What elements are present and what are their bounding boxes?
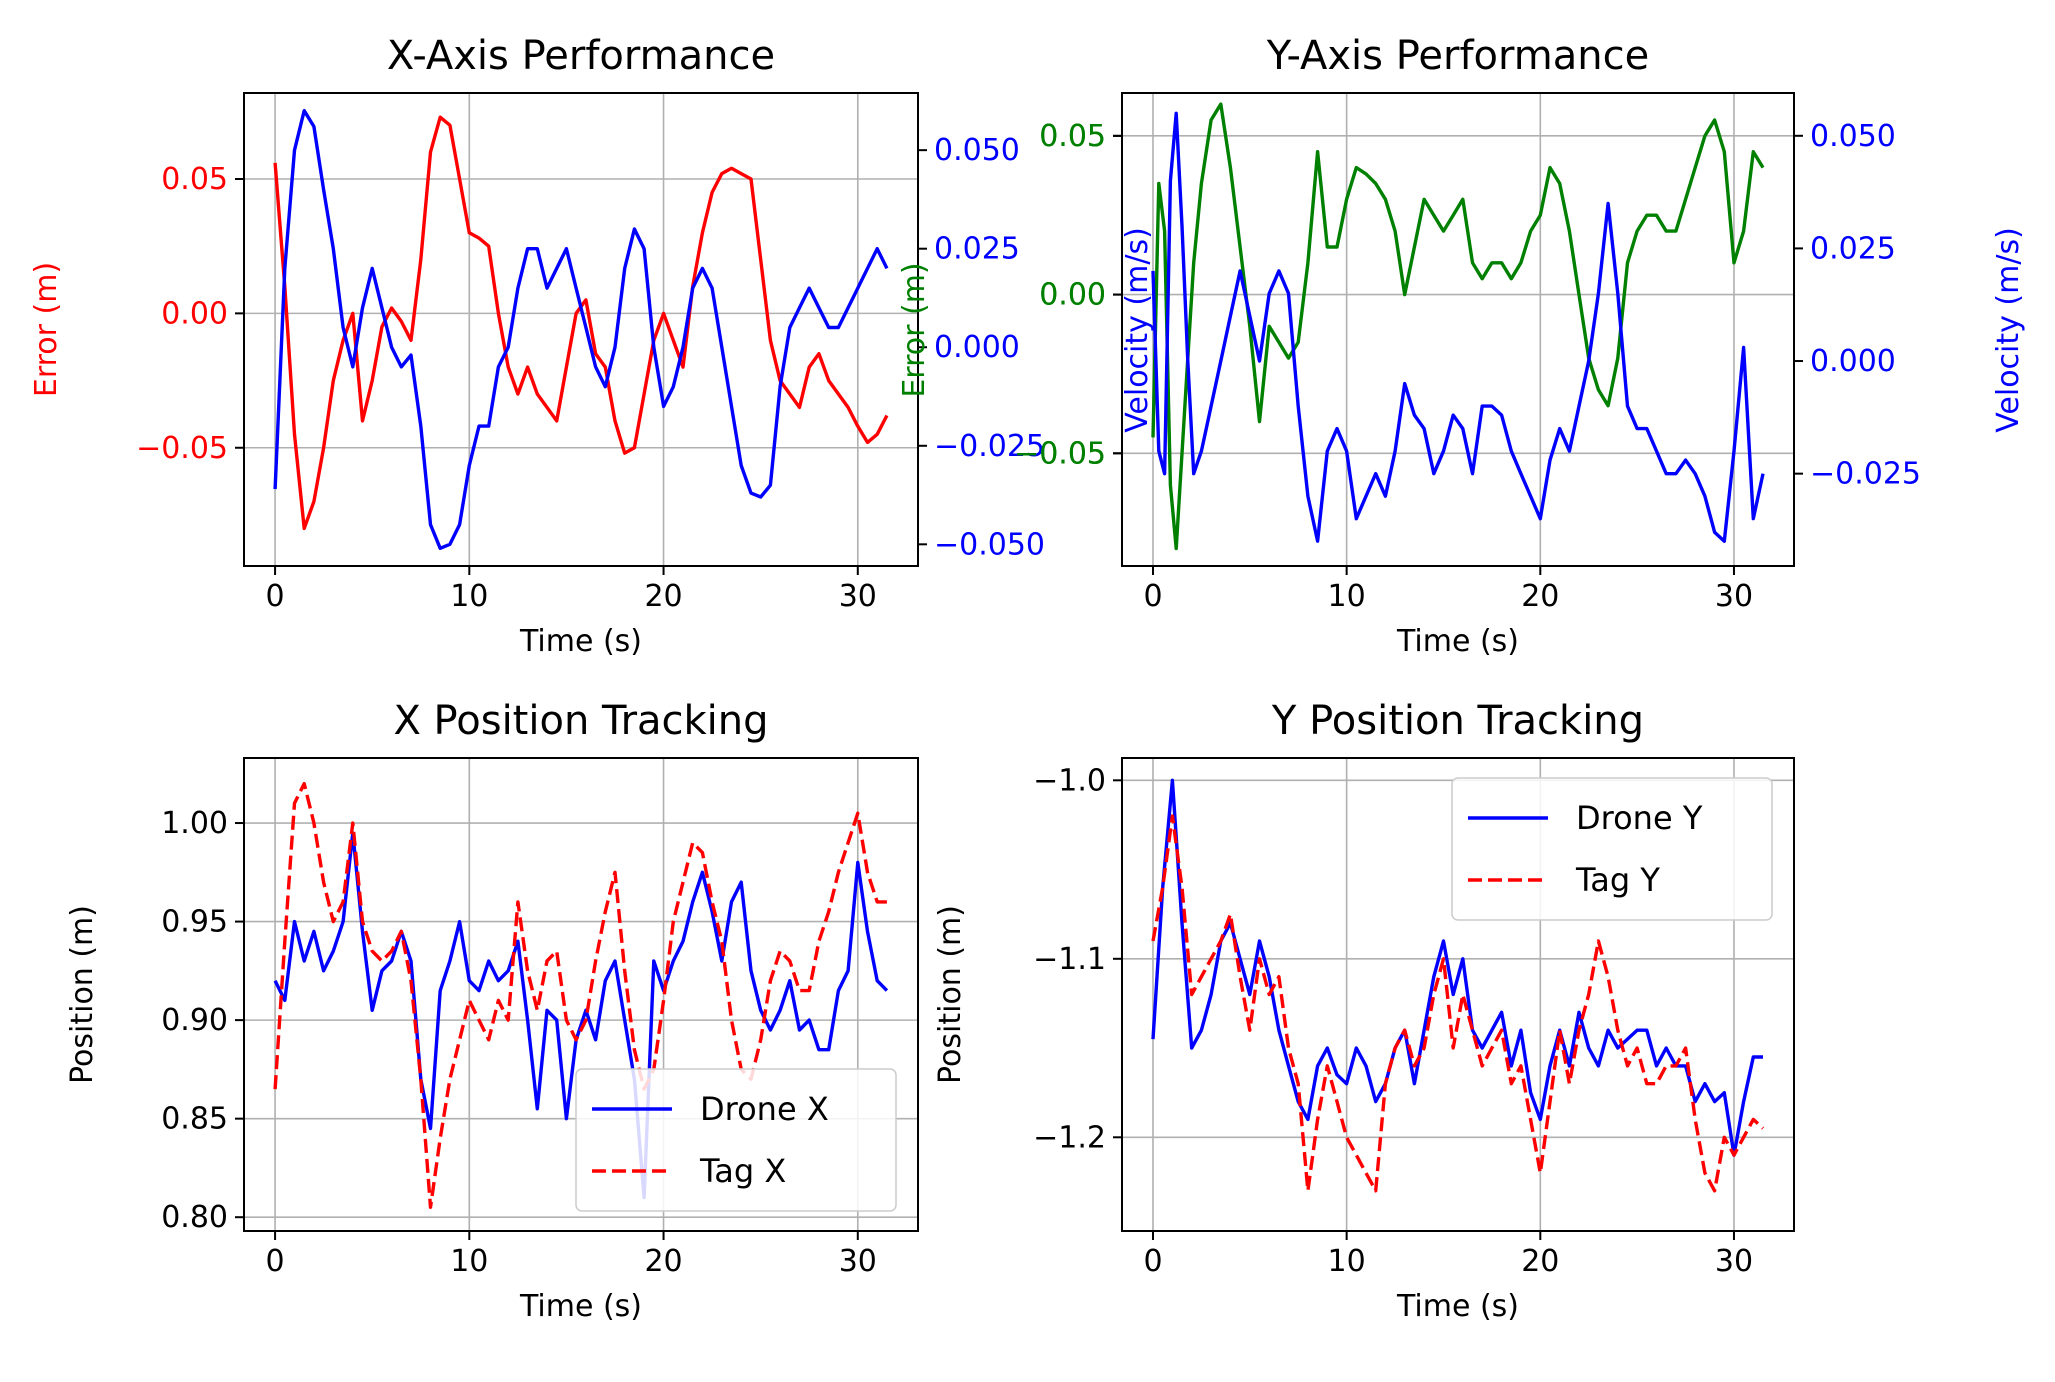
subplot-1: 0 10 20 30 −0.05 0.00 0.05 −0.050 −0.025 0.000 0.0… bbox=[29, 33, 1045, 659]
y-tick-label: 0.05 bbox=[1039, 119, 1106, 154]
x-tick-label: 30 bbox=[1715, 1244, 1753, 1279]
y-tick-label: −1.0 bbox=[1033, 763, 1106, 798]
series-line-1 bbox=[1151, 102, 1765, 551]
legend-entry: Tag Y bbox=[1575, 861, 1660, 899]
y-tick-label: 0.00 bbox=[1039, 278, 1106, 313]
y2-tick-label: −0.050 bbox=[934, 527, 1045, 562]
legend-entry: Tag X bbox=[699, 1152, 786, 1190]
y-tick-label: −0.05 bbox=[1014, 436, 1106, 471]
series-line-drone-y bbox=[1151, 778, 1763, 1157]
y-axis-label-velocity-overlap: Velocity (m/s) bbox=[1120, 227, 1155, 433]
y2-tick-label: −0.025 bbox=[1810, 457, 1921, 492]
y2-tick-label: 0.000 bbox=[934, 330, 1020, 365]
x-tick-label: 10 bbox=[1328, 1244, 1366, 1279]
x-tick-label: 10 bbox=[450, 1244, 488, 1279]
x-tick-label: 30 bbox=[839, 1244, 877, 1279]
y-axis-label: Position (m) bbox=[933, 905, 968, 1084]
series-line-tag-y bbox=[1151, 814, 1765, 1193]
y-tick-label: 0.85 bbox=[161, 1102, 228, 1137]
y-tick-label: 0.00 bbox=[1039, 278, 1106, 313]
y2-tick-label: 0.025 bbox=[1810, 231, 1896, 266]
y-tick-label: 0.90 bbox=[161, 1003, 228, 1038]
legend: Drone X Tag X bbox=[575, 1068, 897, 1212]
y-axis-label: Position (m) bbox=[65, 905, 100, 1084]
axes-frame bbox=[1121, 757, 1795, 1232]
chart-title: Y Position Tracking bbox=[1271, 698, 1644, 744]
x-axis-label: Time (s) bbox=[519, 624, 642, 659]
chart-title: X-Axis Performance bbox=[387, 33, 775, 79]
y-tick-label: −0.05 bbox=[1014, 436, 1106, 471]
y2-tick-label: 0.000 bbox=[1810, 344, 1896, 379]
y2-tick-label: 0.050 bbox=[1810, 119, 1896, 154]
y-axis-label: Error (m) bbox=[897, 262, 932, 397]
y-tick-label: 0.80 bbox=[161, 1200, 228, 1235]
series-line-2 bbox=[273, 108, 889, 550]
x-tick-label: 10 bbox=[1328, 579, 1366, 614]
subplot-3: 0 10 20 30 0.80 0.85 0.90 0.95 1.00 X Position Tr… bbox=[65, 698, 919, 1324]
y-tick-label: −0.05 bbox=[136, 431, 228, 466]
series-line-drone-x bbox=[273, 831, 889, 1200]
y2-axis-label: Velocity (m/s) bbox=[1991, 227, 2026, 433]
y-tick-label: −1.1 bbox=[1033, 942, 1106, 977]
legend: Drone Y Tag Y bbox=[1451, 777, 1773, 921]
y-tick-label: 0.00 bbox=[161, 296, 228, 331]
chart-title: Y-Axis Performance bbox=[1266, 33, 1649, 79]
x-tick-label: 20 bbox=[644, 1244, 682, 1279]
y-tick-label: 0.05 bbox=[1039, 119, 1106, 154]
y-tick-label: 0.05 bbox=[161, 162, 228, 197]
x-tick-label: 0 bbox=[1143, 579, 1162, 614]
y2-tick-label: 0.050 bbox=[934, 133, 1020, 168]
y-tick-label: 0.95 bbox=[161, 905, 228, 940]
x-axis-label: Time (s) bbox=[519, 1289, 642, 1324]
y2-tick-label: 0.025 bbox=[934, 232, 1020, 267]
axes-frame bbox=[243, 757, 919, 1232]
x-tick-label: 10 bbox=[450, 579, 488, 614]
y-tick-label: −1.2 bbox=[1033, 1120, 1106, 1155]
x-axis-label: Time (s) bbox=[1396, 624, 1519, 659]
legend-entry: Drone Y bbox=[1576, 799, 1703, 837]
axes-frame bbox=[243, 92, 919, 567]
y2-tick-label: −0.025 bbox=[934, 429, 1045, 464]
x-tick-label: 0 bbox=[1143, 1244, 1162, 1279]
x-tick-label: 0 bbox=[266, 579, 285, 614]
chart-title: X Position Tracking bbox=[393, 698, 768, 744]
y-tick-label: 1.00 bbox=[161, 806, 228, 841]
series-line-tag-x bbox=[273, 781, 887, 1210]
x-tick-label: 20 bbox=[1521, 579, 1559, 614]
x-axis-label: Time (s) bbox=[1396, 1289, 1519, 1324]
subplot-2: 0 10 20 30 −0.05 0.00 0.05 −0.025 0.000 0.025 0.05… bbox=[897, 33, 2026, 659]
x-tick-label: 30 bbox=[839, 579, 877, 614]
x-tick-label: 0 bbox=[266, 1244, 285, 1279]
x-tick-label: 20 bbox=[644, 579, 682, 614]
legend-entry: Drone X bbox=[700, 1090, 829, 1128]
y-axis-label: Error (m) bbox=[29, 262, 64, 397]
axes-frame bbox=[1121, 92, 1795, 567]
x-tick-label: 30 bbox=[1715, 579, 1753, 614]
series-line-2 bbox=[1151, 111, 1765, 543]
x-tick-label: 20 bbox=[1521, 1244, 1559, 1279]
subplot-2-left-ticks: −0.05 0.00 0.05 bbox=[1014, 119, 1122, 471]
subplot-4: 0 10 20 30 −1.2 −1.1 −1.0 Y Position Tracking Ti… bbox=[933, 698, 1795, 1324]
